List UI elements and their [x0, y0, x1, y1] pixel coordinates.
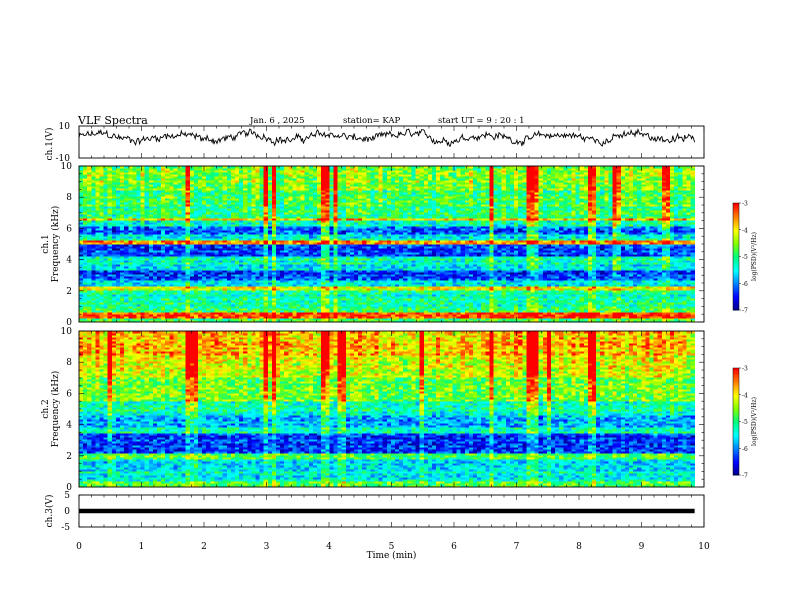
ch1-ytick-label: 10: [59, 122, 71, 132]
vlf-spectra-figure: 10-10ch.1(V)0246810ch.1 Frequency (kHz)-3…: [0, 0, 792, 612]
ch1-ylabel: ch.1(V): [44, 128, 55, 161]
ch1-spectrogram-cells: [79, 166, 695, 322]
ch1-trace: [79, 129, 695, 146]
